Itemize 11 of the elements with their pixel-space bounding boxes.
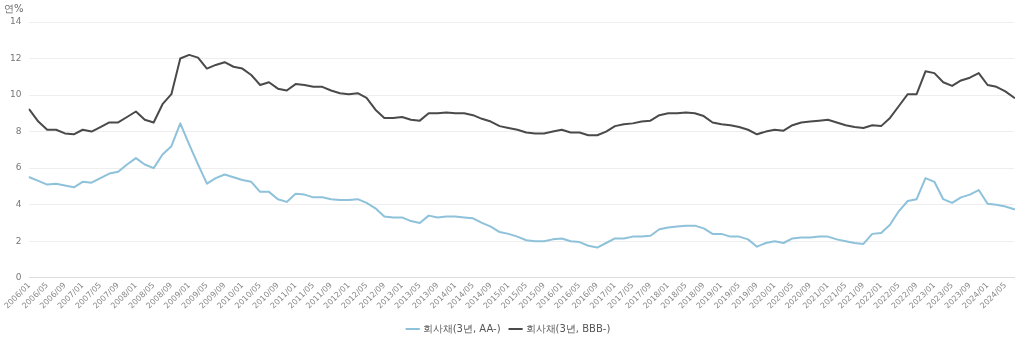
y-axis-title: 연% — [4, 2, 24, 14]
y-tick-label: 12 — [10, 52, 22, 63]
y-tick-label: 4 — [15, 198, 22, 209]
legend-label: 회사채(3년, BBB-) — [525, 322, 611, 334]
y-tick-label: 6 — [15, 162, 22, 173]
y-tick-label: 0 — [15, 272, 22, 283]
y-tick-label: 14 — [10, 16, 22, 27]
legend-label: 회사채(3년, AA-) — [422, 322, 501, 334]
y-tick-label: 8 — [15, 125, 22, 136]
y-tick-label: 10 — [10, 89, 22, 100]
y-tick-label: 2 — [15, 235, 22, 246]
